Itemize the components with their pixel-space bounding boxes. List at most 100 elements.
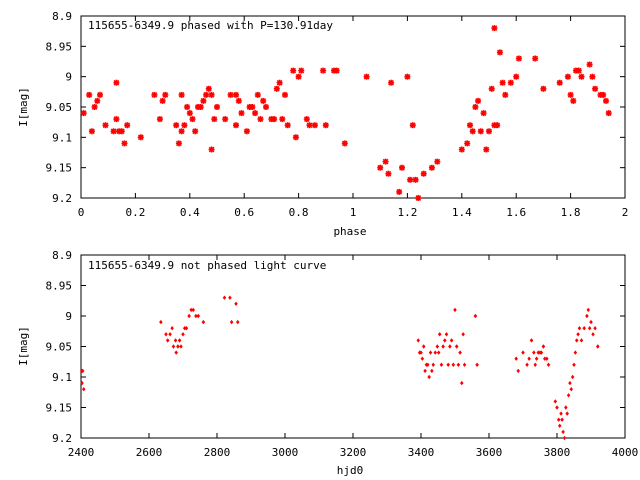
unphased-light-curve-panel: 115655-6349.9 not phased light curve hjd… — [17, 249, 638, 477]
data-point — [211, 116, 218, 123]
data-point — [388, 79, 395, 86]
data-point — [483, 146, 490, 153]
data-point — [473, 313, 478, 319]
data-point — [540, 85, 547, 92]
data-point — [556, 417, 561, 422]
data-point — [570, 374, 575, 380]
data-point — [82, 387, 86, 392]
data-point — [575, 338, 579, 343]
data-point — [567, 91, 574, 98]
data-point — [174, 350, 178, 355]
data-point — [430, 368, 434, 374]
data-point — [201, 319, 206, 325]
y-tick-label: 8.95 — [46, 280, 73, 293]
data-point — [196, 313, 201, 319]
data-point — [311, 122, 318, 129]
data-point — [545, 356, 549, 361]
data-point — [555, 405, 559, 410]
data-point — [488, 85, 495, 92]
data-point — [404, 73, 411, 80]
data-point — [186, 110, 193, 117]
data-point — [214, 104, 220, 110]
data-point — [472, 104, 479, 110]
data-point — [534, 356, 539, 361]
data-point — [513, 73, 520, 80]
data-point — [170, 326, 174, 331]
data-point — [516, 368, 520, 374]
data-point — [290, 67, 297, 74]
data-point — [439, 362, 444, 367]
data-point — [460, 380, 464, 386]
plot-frame — [80, 15, 626, 199]
data-point — [227, 91, 234, 98]
data-point — [110, 128, 117, 135]
data-point — [461, 332, 465, 337]
data-point — [200, 97, 207, 104]
data-point — [91, 104, 98, 110]
data-point — [469, 128, 476, 135]
data-point — [558, 423, 562, 428]
data-point — [426, 362, 430, 367]
y-tick-label: 9.15 — [46, 402, 73, 415]
data-point — [159, 319, 163, 325]
data-point — [236, 319, 240, 325]
data-point — [431, 362, 435, 367]
x-tick-label: 2800 — [204, 446, 231, 459]
data-point — [191, 307, 195, 313]
data-point — [456, 362, 461, 367]
data-point — [462, 362, 467, 367]
data-point — [427, 374, 431, 380]
data-point — [560, 417, 564, 422]
x-tick-label: 0.4 — [180, 206, 200, 219]
data-point — [80, 110, 87, 117]
data-point — [222, 116, 229, 123]
x-tick-label: 1 — [350, 206, 357, 219]
data-point — [271, 116, 278, 123]
data-point — [178, 128, 185, 135]
data-point — [589, 73, 596, 80]
data-point — [458, 350, 462, 355]
data-point — [298, 67, 305, 74]
data-point — [184, 326, 189, 331]
data-point — [491, 25, 498, 32]
y-tick-label: 8.9 — [52, 10, 72, 23]
data-point — [596, 344, 600, 349]
data-point — [446, 362, 450, 367]
data-points — [79, 295, 600, 441]
data-point — [591, 332, 595, 337]
data-point — [546, 362, 551, 367]
data-point — [399, 164, 405, 171]
data-point — [444, 332, 449, 337]
data-point — [235, 97, 242, 104]
data-point — [194, 313, 198, 319]
data-point — [564, 405, 568, 410]
data-point — [177, 338, 182, 343]
data-point — [151, 91, 158, 98]
data-point — [420, 170, 427, 177]
data-point — [165, 338, 170, 343]
y-tick-label: 9.05 — [46, 101, 73, 114]
data-point — [203, 91, 210, 98]
data-point — [249, 104, 256, 110]
y-axis-label: I[mag] — [17, 326, 30, 366]
y-axis-label: I[mag] — [17, 87, 30, 127]
data-point — [113, 116, 120, 123]
axis-ticks: 2400 2600 2800 3000 3200 3400 3600 3800 4000 8.9 8… — [46, 249, 639, 459]
data-point — [184, 104, 191, 110]
data-point — [377, 164, 384, 171]
data-point — [238, 110, 245, 117]
data-point — [570, 97, 577, 104]
data-point — [454, 344, 459, 349]
x-tick-label: 3600 — [476, 446, 503, 459]
data-point — [593, 326, 597, 331]
data-point — [494, 122, 501, 129]
phased-light-curve-panel: 115655-6349.9 phased with P=130.91day ph… — [17, 10, 628, 238]
data-point — [121, 140, 128, 147]
data-point — [173, 338, 178, 343]
data-point — [407, 176, 414, 183]
data-point — [568, 380, 572, 386]
data-point — [273, 85, 280, 92]
data-point — [419, 350, 423, 355]
data-point — [486, 128, 492, 135]
data-point — [507, 79, 514, 86]
